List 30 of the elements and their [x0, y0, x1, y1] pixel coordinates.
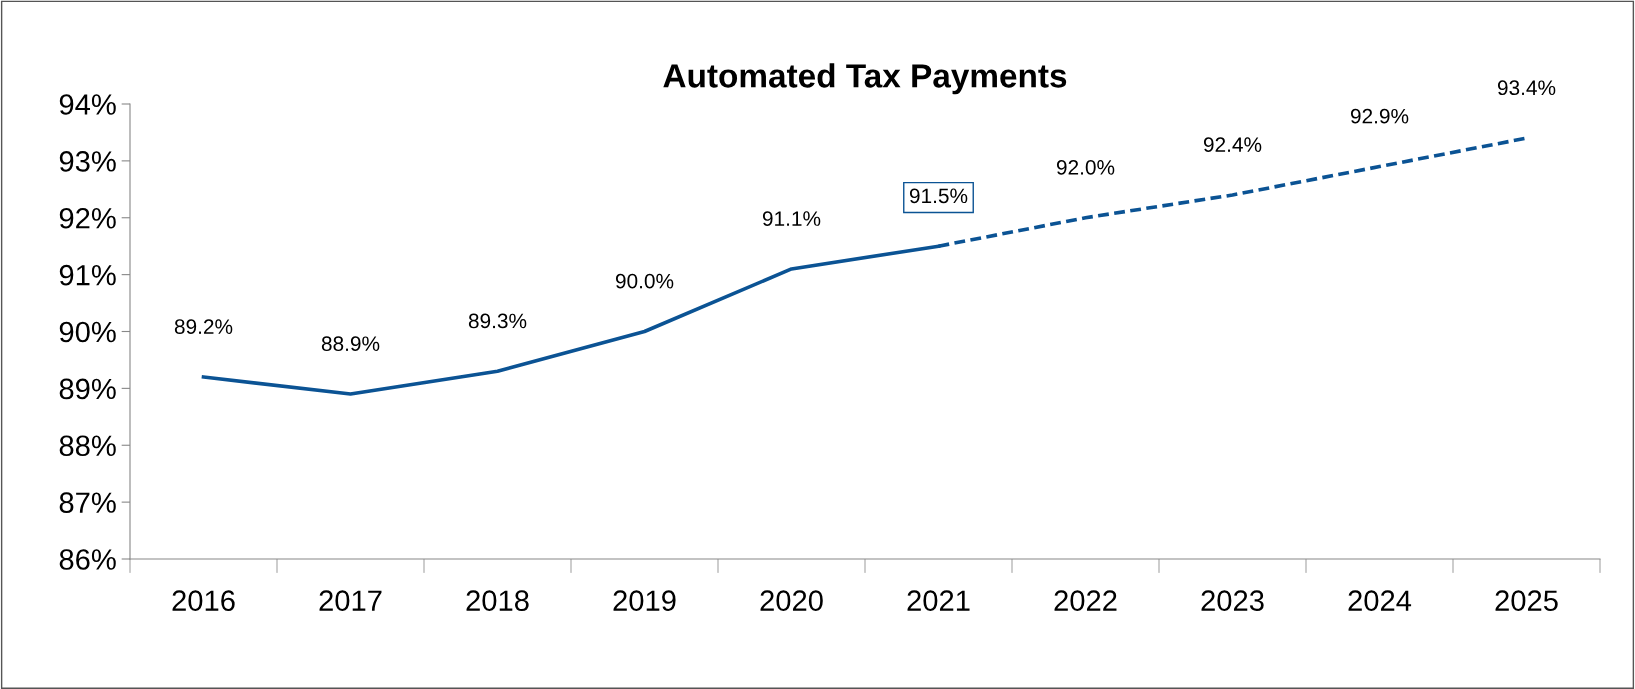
data-label: 88.9% — [321, 336, 380, 352]
x-tick-label: 2016 — [172, 590, 235, 611]
data-label: 89.3% — [468, 313, 527, 329]
y-tick-label: 88% — [59, 435, 116, 457]
x-tick-label: 2022 — [1054, 590, 1117, 611]
y-tick-label: 93% — [59, 151, 116, 172]
data-label: 92.9% — [1350, 108, 1409, 124]
data-label: 92.4% — [1203, 137, 1262, 152]
y-tick-label: 87% — [59, 492, 116, 513]
x-tick-label: 2019 — [613, 590, 676, 611]
x-tick-label: 2025 — [1495, 590, 1558, 611]
chart-title: Automated Tax Payments — [663, 63, 1067, 95]
x-tick-label: 2020 — [760, 590, 823, 611]
x-tick-label: 2021 — [907, 590, 970, 611]
x-tick-label: 2017 — [319, 590, 382, 611]
data-label: 93.4% — [1497, 80, 1556, 96]
x-tick-label: 2018 — [466, 590, 529, 611]
y-tick-label: 92% — [59, 207, 116, 229]
y-tick-label: 89% — [59, 378, 116, 400]
data-label: 89.2% — [174, 319, 233, 334]
data-label: 92.0% — [1056, 159, 1115, 175]
y-tick-label: 90% — [59, 321, 116, 343]
data-label: 91.5% — [909, 188, 968, 204]
x-tick-label: 2024 — [1348, 590, 1412, 611]
data-label: 91.1% — [762, 211, 821, 226]
y-tick-label: 86% — [59, 549, 116, 570]
data-label: 90.0% — [615, 273, 674, 289]
y-tick-label: 94% — [59, 94, 116, 115]
y-tick-label: 91% — [59, 264, 116, 286]
x-tick-label: 2023 — [1201, 590, 1264, 611]
